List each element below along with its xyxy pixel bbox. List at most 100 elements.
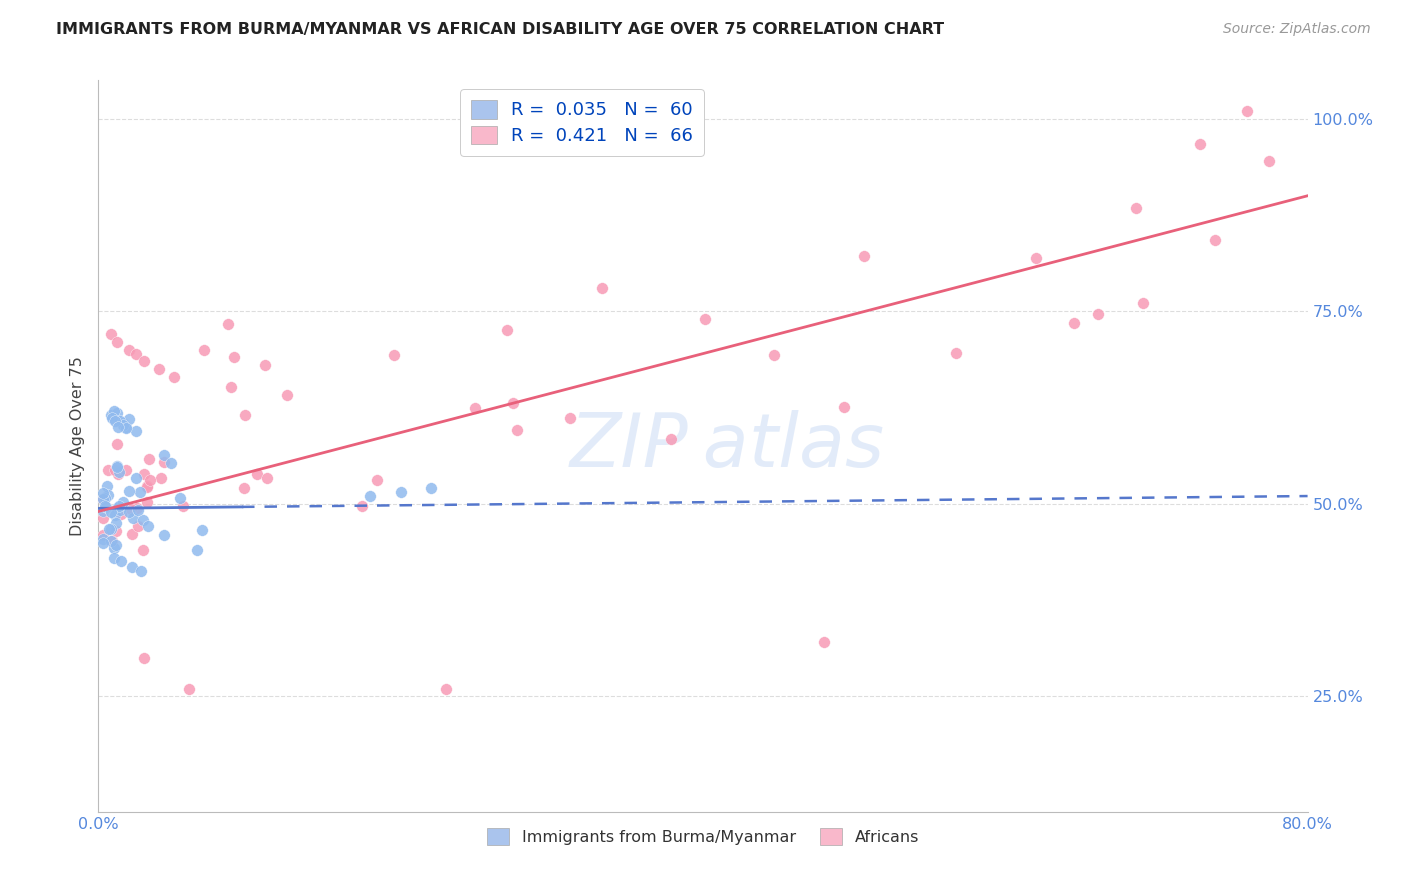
Point: [121, 560, 143, 574]
Point: [100, 505, 122, 519]
Point: [101, 410, 124, 425]
Point: [111, 416, 134, 430]
Point: [360, 489, 382, 503]
Point: [115, 462, 138, 476]
Point: [104, 414, 127, 428]
Point: [100, 533, 122, 548]
Point: [246, 467, 269, 482]
Point: [160, 456, 183, 470]
Point: [91, 528, 114, 542]
Point: [135, 479, 157, 493]
Point: [506, 423, 529, 437]
Point: [217, 318, 239, 332]
Point: [105, 334, 128, 349]
Point: [91, 533, 114, 547]
Point: [179, 681, 201, 696]
Point: [434, 681, 457, 696]
Point: [832, 400, 855, 414]
Point: [659, 432, 682, 446]
Point: [103, 541, 125, 556]
Point: [389, 485, 412, 500]
Point: [591, 280, 613, 294]
Point: [138, 452, 160, 467]
Point: [132, 543, 155, 558]
Text: IMMIGRANTS FROM BURMA/MYANMAR VS AFRICAN DISABILITY AGE OVER 75 CORRELATION CHAR: IMMIGRANTS FROM BURMA/MYANMAR VS AFRICAN…: [56, 22, 945, 37]
Point: [139, 473, 162, 487]
Point: [103, 404, 125, 418]
Point: [1125, 202, 1147, 216]
Point: [253, 358, 276, 372]
Point: [219, 380, 242, 394]
Y-axis label: Disability Age Over 75: Disability Age Over 75: [70, 356, 86, 536]
Legend: Immigrants from Burma/Myanmar, Africans: Immigrants from Burma/Myanmar, Africans: [481, 822, 925, 851]
Point: [105, 500, 128, 515]
Text: Source: ZipAtlas.com: Source: ZipAtlas.com: [1223, 22, 1371, 37]
Point: [121, 526, 143, 541]
Point: [107, 499, 129, 513]
Point: [1258, 154, 1281, 169]
Point: [1132, 295, 1154, 310]
Point: [1312, 112, 1334, 126]
Point: [148, 362, 170, 376]
Point: [136, 495, 159, 509]
Point: [233, 409, 256, 423]
Point: [153, 454, 176, 468]
Point: [558, 410, 581, 425]
Point: [91, 504, 114, 518]
Point: [1204, 233, 1226, 247]
Point: [110, 554, 132, 568]
Point: [96, 478, 118, 492]
Point: [118, 484, 141, 499]
Point: [100, 408, 122, 422]
Point: [163, 369, 186, 384]
Point: [382, 348, 405, 362]
Point: [97, 488, 120, 502]
Point: [1188, 136, 1211, 151]
Point: [91, 535, 114, 549]
Point: [91, 486, 114, 500]
Point: [502, 396, 524, 410]
Point: [172, 500, 194, 514]
Point: [117, 505, 139, 519]
Point: [125, 501, 148, 516]
Point: [94, 500, 117, 514]
Point: [97, 522, 120, 536]
Point: [104, 508, 127, 522]
Point: [122, 511, 145, 525]
Point: [276, 387, 298, 401]
Text: ZIP atlas: ZIP atlas: [569, 410, 884, 482]
Point: [763, 348, 786, 362]
Point: [105, 458, 128, 473]
Point: [110, 507, 132, 521]
Point: [136, 519, 159, 533]
Point: [1087, 307, 1109, 321]
Point: [105, 460, 128, 475]
Point: [105, 406, 128, 420]
Point: [107, 467, 129, 481]
Point: [693, 312, 716, 326]
Point: [366, 473, 388, 487]
Point: [125, 424, 148, 438]
Point: [118, 343, 141, 357]
Point: [232, 481, 254, 495]
Point: [127, 503, 149, 517]
Point: [169, 491, 191, 506]
Point: [105, 437, 128, 451]
Point: [132, 513, 155, 527]
Point: [112, 494, 135, 508]
Point: [108, 503, 131, 517]
Point: [853, 249, 876, 263]
Point: [132, 467, 155, 481]
Point: [103, 550, 125, 565]
Point: [191, 523, 214, 537]
Point: [94, 491, 117, 505]
Point: [128, 485, 150, 500]
Point: [105, 516, 128, 530]
Point: [813, 635, 835, 649]
Point: [350, 500, 373, 514]
Point: [186, 543, 208, 558]
Point: [420, 481, 443, 495]
Point: [91, 491, 114, 506]
Point: [495, 323, 517, 337]
Point: [129, 565, 152, 579]
